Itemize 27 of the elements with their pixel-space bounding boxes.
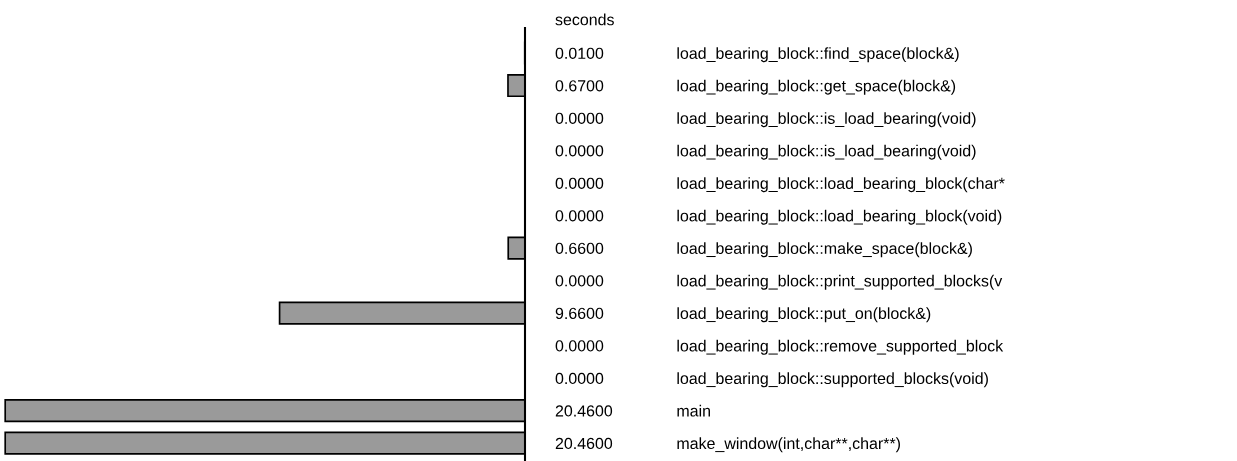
y-tick-label: load_bearing_block::is_load_bearing(void): [677, 112, 976, 128]
y-tick-label: load_bearing_block::print_supported_blocks(v: [677, 274, 1003, 290]
data-label: 9.6600: [555, 307, 604, 320]
y-tick-label: load_bearing_block::supported_blocks(void): [677, 372, 988, 388]
data-label: 0.0000: [555, 145, 604, 157]
data-label: 0.0000: [555, 177, 604, 190]
y-tick-label: make_window(int,char**,char**): [677, 437, 900, 453]
data-label: 0.0000: [555, 275, 604, 287]
data-label: 0.6600: [555, 242, 604, 255]
data-label: 0.0100: [555, 47, 604, 59]
y-tick-label: main: [677, 404, 710, 417]
y-tick-label: load_bearing_block::make_space(block&): [677, 242, 972, 258]
data-label: 0.0000: [555, 112, 604, 124]
y-tick-label: load_bearing_block::load_bearing_block(char*: [677, 177, 1005, 193]
y-tick-label: load_bearing_block::find_space(block&): [677, 47, 959, 63]
data-label: 0.6700: [555, 80, 604, 92]
data-label: 20.4600: [555, 437, 613, 450]
y-tick-label: load_bearing_block::is_load_bearing(void): [677, 144, 976, 160]
data-label: 0.0000: [555, 340, 604, 352]
y-tick-label: load_bearing_block::put_on(block&): [677, 307, 931, 323]
y-tick-label: load_bearing_block::get_space(block&): [677, 79, 956, 95]
data-label: 0.0000: [555, 210, 604, 222]
x-axis-title: seconds: [555, 13, 614, 26]
data-label: 0.0000: [555, 372, 604, 385]
data-label: 20.4600: [555, 405, 613, 417]
y-tick-label: load_bearing_block::remove_supported_block: [677, 339, 1004, 355]
y-tick-label: load_bearing_block::load_bearing_block(void): [677, 209, 1002, 225]
